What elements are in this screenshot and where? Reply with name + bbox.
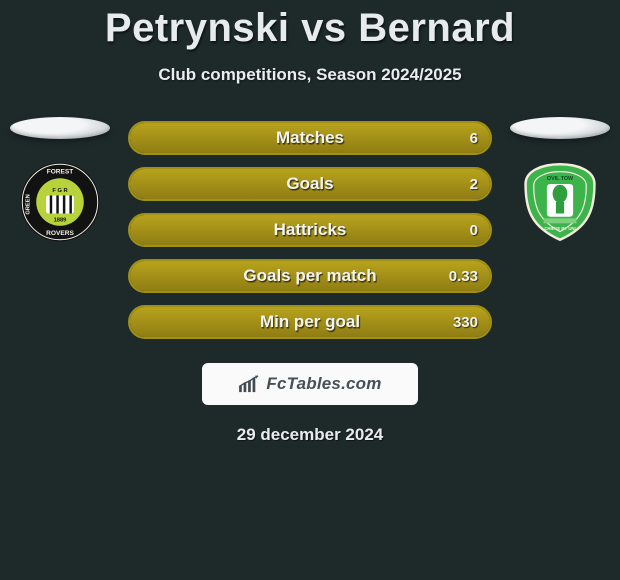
right-player-column: OVIL TOW CHIEVE BY UNI (500, 117, 620, 243)
stat-row: Goals 2 (128, 167, 492, 201)
brand-watermark[interactable]: FcTables.com (202, 363, 418, 405)
stat-label: Goals per match (243, 266, 376, 286)
svg-text:GREEN: GREEN (26, 194, 32, 214)
stat-right-value: 6 (470, 121, 478, 155)
stat-label: Hattricks (274, 220, 347, 240)
left-player-column: FOREST ROVERS GREEN F G R 1889 (0, 117, 120, 243)
stat-right-value: 0 (470, 213, 478, 247)
stat-row: Matches 6 (128, 121, 492, 155)
stats-column: Matches 6 Goals 2 Hattricks 0 Goals per match 0… (120, 121, 500, 339)
stat-row: Goals per match 0.33 (128, 259, 492, 293)
stat-row: Hattricks 0 (128, 213, 492, 247)
page-subtitle: Club competitions, Season 2024/2025 (0, 65, 620, 85)
stat-right-value: 0.33 (449, 259, 478, 293)
svg-text:ROVERS: ROVERS (46, 230, 74, 237)
stat-right-value: 330 (453, 305, 478, 339)
svg-text:CHIEVE BY UNI: CHIEVE BY UNI (544, 226, 575, 231)
generation-date: 29 december 2024 (0, 425, 620, 445)
right-team-crest: OVIL TOW CHIEVE BY UNI (519, 161, 601, 243)
stat-label: Min per goal (260, 312, 360, 332)
stat-label: Matches (276, 128, 344, 148)
comparison-row: FOREST ROVERS GREEN F G R 1889 Matches 6 G… (0, 117, 620, 339)
stat-row: Min per goal 330 (128, 305, 492, 339)
stat-label: Goals (286, 174, 333, 194)
bar-chart-trend-icon (238, 375, 260, 393)
brand-text: FcTables.com (266, 374, 381, 394)
svg-text:OVIL TOW: OVIL TOW (547, 176, 574, 182)
page-title: Petrynski vs Bernard (0, 0, 620, 51)
svg-text:FOREST: FOREST (47, 168, 74, 175)
right-player-platform (510, 117, 610, 139)
svg-text:F G R: F G R (52, 188, 68, 194)
svg-text:1889: 1889 (54, 218, 67, 224)
stat-right-value: 2 (470, 167, 478, 201)
left-team-crest: FOREST ROVERS GREEN F G R 1889 (19, 161, 101, 243)
left-player-platform (10, 117, 110, 139)
